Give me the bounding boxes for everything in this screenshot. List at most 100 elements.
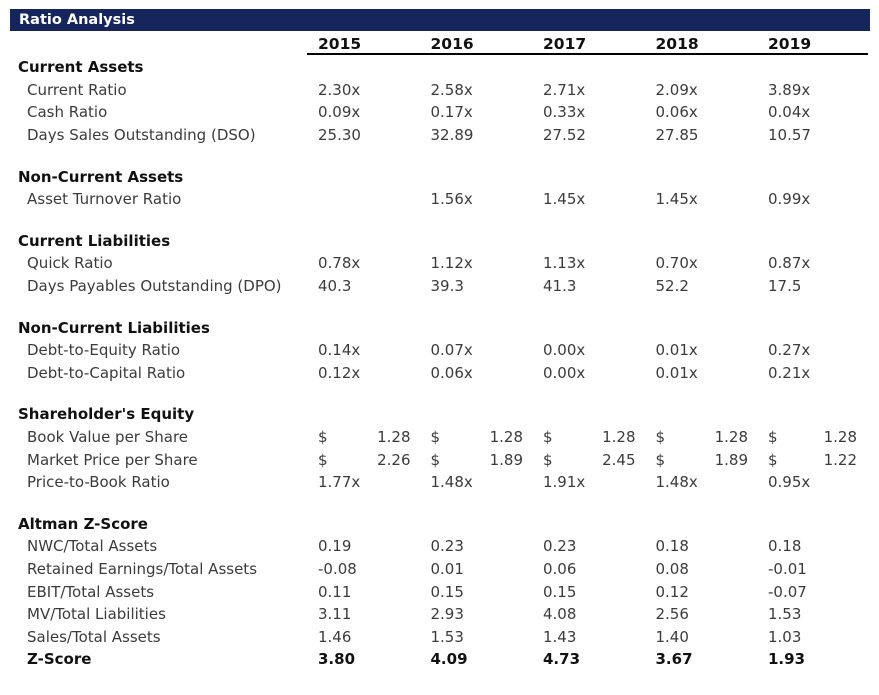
cell-value: 0.21x — [768, 363, 811, 382]
currency-symbol: $ — [655, 450, 666, 469]
row-label: NWC/Total Assets — [27, 537, 158, 556]
year-header-row: 2015 2016 2017 2018 2019 — [307, 35, 868, 55]
cell-value: 0.18 — [768, 537, 802, 556]
table-row: Days Payables Outstanding (DPO) 40.3 39.3 4… — [10, 275, 870, 298]
ratio-table: Current Assets Current Ratio 2.30x 2.58x 2.7… — [10, 56, 870, 671]
cell-value: 0.87x — [768, 254, 811, 273]
cell-value: 0.04x — [768, 103, 811, 122]
currency-symbol: $ — [768, 450, 778, 469]
table-row: Retained Earnings/Total Assets -0.08 0.01 0… — [10, 558, 870, 581]
year-column-header: 2016 — [430, 35, 474, 53]
amount: 1.89 — [714, 450, 748, 469]
table-section: Non-Current Assets Asset Turnover Ratio 1.… — [10, 165, 870, 210]
table-row: Days Sales Outstanding (DSO) 25.30 32.89 27… — [10, 124, 870, 147]
year-column-header: 2015 — [318, 35, 362, 53]
cell-value: 0.18 — [655, 537, 689, 556]
cell-value: 1.45x — [543, 190, 586, 209]
section-title: Altman Z-Score — [18, 514, 148, 533]
cell-value: 39.3 — [430, 277, 464, 296]
row-label: Days Sales Outstanding (DSO) — [27, 126, 256, 145]
row-label: Z-Score — [27, 650, 92, 669]
cell-value: 41.3 — [543, 277, 577, 296]
cell-value: 1.46 — [318, 627, 352, 646]
cell-value: 2.58x — [430, 80, 473, 99]
cell-value: $2.26 — [318, 451, 431, 469]
cell-value: $1.28 — [656, 428, 769, 446]
currency-symbol: $ — [318, 450, 328, 469]
table-row: Book Value per Share $1.28 $1.28 $1.28 $1.28… — [10, 426, 870, 449]
cell-value: 52.2 — [655, 277, 689, 296]
row-label: Debt-to-Capital Ratio — [27, 363, 186, 382]
table-row: Cash Ratio 0.09x 0.17x 0.33x 0.06x 0.04x — [10, 101, 870, 124]
cell-value: 4.08 — [543, 605, 577, 624]
year-column-header: 2019 — [768, 35, 812, 53]
cell-value: 0.95x — [768, 473, 811, 492]
cell-value: 1.93 — [768, 650, 806, 669]
row-label: Asset Turnover Ratio — [27, 190, 182, 209]
row-label: Market Price per Share — [27, 450, 198, 469]
title-bar: Ratio Analysis — [10, 9, 870, 31]
cell-value: 0.17x — [430, 103, 473, 122]
cell-value: 27.85 — [655, 126, 699, 145]
table-section: Non-Current Liabilities Debt-to-Equity Ra… — [10, 316, 870, 384]
cell-value: 0.15 — [430, 582, 464, 601]
cell-value: 0.06 — [543, 559, 577, 578]
table-row: Market Price per Share $2.26 $1.89 $2.45 $1.… — [10, 448, 870, 471]
cell-value: 0.23 — [430, 537, 464, 556]
row-label: Book Value per Share — [27, 428, 189, 447]
cell-value: 0.06x — [430, 363, 473, 382]
row-label: Price-to-Book Ratio — [27, 473, 170, 492]
section-title: Current Assets — [18, 58, 144, 77]
table-row: EBIT/Total Assets 0.11 0.15 0.15 0.12 -0.07 — [10, 580, 870, 603]
cell-value: 0.00x — [543, 363, 586, 382]
cell-value: $1.28 — [318, 428, 431, 446]
currency-symbol: $ — [655, 428, 666, 447]
cell-value: 0.09x — [318, 103, 361, 122]
table-section: Shareholder's Equity Book Value per Share… — [10, 403, 870, 493]
cell-value: 27.52 — [543, 126, 586, 145]
cell-value: 0.01 — [430, 559, 464, 578]
amount: 1.28 — [489, 428, 523, 447]
row-label: Debt-to-Equity Ratio — [27, 341, 181, 360]
row-label: Days Payables Outstanding (DPO) — [27, 277, 282, 296]
row-label: EBIT/Total Assets — [27, 582, 155, 601]
cell-value: 2.56 — [655, 605, 689, 624]
table-row: Quick Ratio 0.78x 1.12x 1.13x 0.70x 0.87x — [10, 252, 870, 275]
row-label: Sales/Total Assets — [27, 627, 161, 646]
cell-value: 0.08 — [655, 559, 689, 578]
cell-value: 0.00x — [543, 341, 586, 360]
cell-value: 1.56x — [430, 190, 473, 209]
cell-value: 0.01x — [655, 363, 698, 382]
currency-symbol: $ — [318, 428, 328, 447]
year-column-header: 2017 — [543, 35, 587, 53]
amount: 1.89 — [489, 450, 523, 469]
cell-value: 1.45x — [655, 190, 698, 209]
cell-value: 2.93 — [430, 605, 464, 624]
table-section: Altman Z-Score NWC/Total Assets 0.19 0.23 0.… — [10, 513, 870, 671]
row-label: Retained Earnings/Total Assets — [27, 559, 258, 578]
cell-value: 1.53 — [430, 627, 464, 646]
table-row: NWC/Total Assets 0.19 0.23 0.23 0.18 0.18 — [10, 535, 870, 558]
cell-value: -0.01 — [768, 559, 807, 578]
amount: 1.28 — [823, 428, 857, 447]
currency-symbol: $ — [768, 428, 778, 447]
table-row: Debt-to-Equity Ratio 0.14x 0.07x 0.00x 0.01x… — [10, 339, 870, 362]
currency-symbol: $ — [543, 450, 553, 469]
cell-value: 3.11 — [318, 605, 352, 624]
cell-value: $1.28 — [431, 428, 544, 446]
amount: 2.26 — [377, 450, 411, 469]
cell-value: 1.77x — [318, 473, 361, 492]
cell-value: 2.30x — [318, 80, 361, 99]
row-label: Cash Ratio — [27, 103, 108, 122]
currency-symbol: $ — [430, 428, 441, 447]
table-row: MV/Total Liabilities 3.11 2.93 4.08 2.56 1.53 — [10, 603, 870, 626]
table-row: Price-to-Book Ratio 1.77x 1.48x 1.91x 1.48x 0… — [10, 471, 870, 494]
cell-value: 40.3 — [318, 277, 352, 296]
page: Ratio Analysis 2015 2016 2017 2018 2019 Curr… — [0, 9, 879, 695]
section-header-row: Current Assets — [10, 56, 870, 79]
table-section: Current Liabilities Quick Ratio 0.78x 1.12x… — [10, 230, 870, 298]
cell-value: 0.27x — [768, 341, 811, 360]
section-title: Current Liabilities — [18, 231, 171, 250]
cell-value: $2.45 — [543, 451, 656, 469]
cell-value: -0.08 — [318, 559, 357, 578]
